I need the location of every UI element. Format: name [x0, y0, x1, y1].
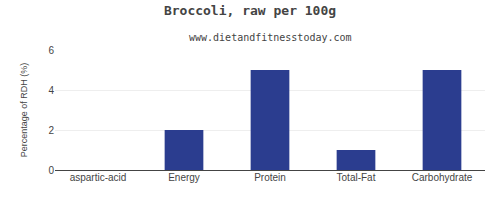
svg-text:6: 6 [48, 45, 54, 56]
svg-text:aspartic-acid: aspartic-acid [70, 172, 127, 183]
svg-text:Carbohydrate: Carbohydrate [412, 172, 473, 183]
svg-text:4: 4 [48, 85, 54, 96]
svg-text:Percentage of RDH (%): Percentage of RDH (%) [19, 63, 29, 158]
svg-text:Protein: Protein [254, 172, 286, 183]
svg-text:www.dietandfitnesstoday.com: www.dietandfitnesstoday.com [189, 32, 352, 43]
svg-text:Broccoli, raw per 100g: Broccoli, raw per 100g [164, 3, 336, 18]
svg-text:2: 2 [48, 125, 54, 136]
svg-text:Total-Fat: Total-Fat [337, 172, 376, 183]
svg-text:Energy: Energy [168, 172, 200, 183]
svg-text:0: 0 [48, 165, 54, 176]
